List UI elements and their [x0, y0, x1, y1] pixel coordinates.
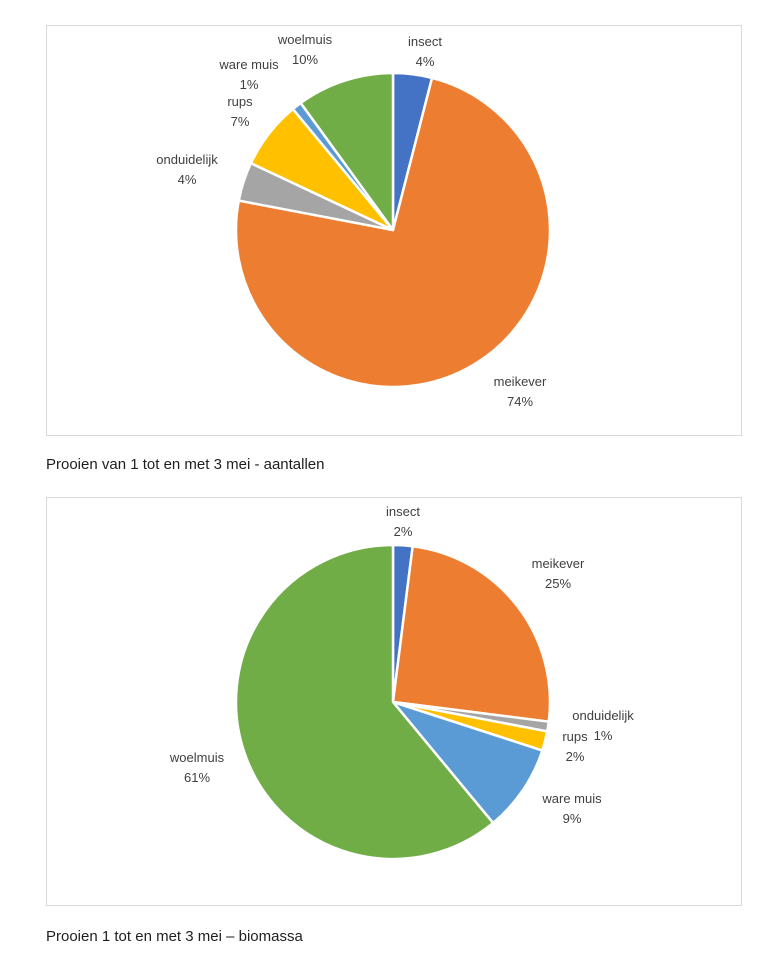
- slice-label-woelmuis: woelmuis 10%: [277, 32, 333, 67]
- pie-slice-meikever: [234, 76, 552, 389]
- slice-label-onduidelijk: onduidelijk 1%: [572, 708, 634, 743]
- slice-label-meikever: meikever 25%: [532, 556, 585, 591]
- pie-slice-meikever: [391, 544, 552, 723]
- chart-caption-biomassa: Prooien 1 tot en met 3 mei – biomassa: [46, 928, 303, 945]
- slice-label-ware-muis: ware muis 9%: [541, 791, 602, 826]
- slice-label-insect: insect 2%: [386, 504, 420, 539]
- chart-caption-aantallen: Prooien van 1 tot en met 3 mei - aantall…: [46, 456, 325, 473]
- pie-slice-woelmuis: [234, 543, 495, 861]
- slice-label-woelmuis: woelmuis 61%: [169, 750, 225, 785]
- pie-chart-aantallen: insect 4% meikever 74% onduidelijk 4% rups 7% wa…: [46, 25, 742, 436]
- slice-label-onduidelijk: onduidelijk 4%: [156, 152, 218, 187]
- slice-label-rups: rups 7%: [227, 94, 253, 129]
- pie-chart-biomassa-svg: insect 2% meikever 25% onduidelijk 1%rups 2% wa…: [169, 504, 634, 861]
- slice-label-ware-muis: ware muis 1%: [218, 57, 279, 92]
- slice-label-insect: insect 4%: [408, 34, 442, 69]
- slice-label-meikever: meikever 74%: [494, 374, 547, 409]
- pie-chart-aantallen-svg: insect 4% meikever 74% onduidelijk 4% rups 7%wa…: [156, 32, 552, 409]
- pie-slice-ware-muis: [391, 700, 544, 825]
- slice-label-rups: rups 2%: [562, 729, 588, 764]
- pie-chart-biomassa: insect 2% meikever 25% onduidelijk 1% rups 2% wa…: [46, 497, 742, 906]
- pie-slice-woelmuis: [299, 71, 395, 232]
